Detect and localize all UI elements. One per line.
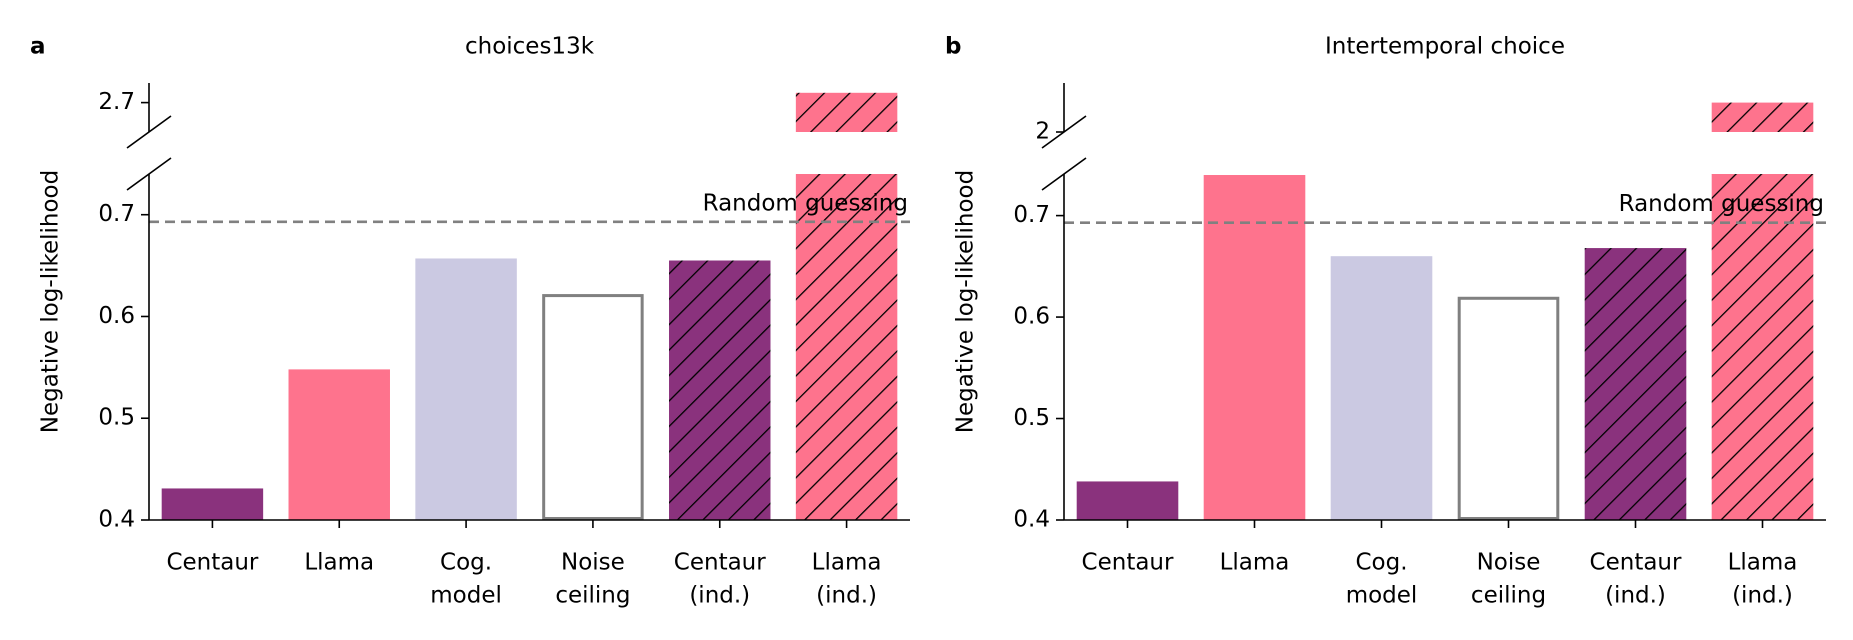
y-tick-label: 0.6 [1013,304,1050,330]
axis-break [126,115,172,149]
y-axis-label: Negative log-likelihood [38,170,64,433]
axis-break [126,157,172,191]
y-tick-label: 0.4 [1013,507,1050,533]
x-tick-label: (ind.) [1732,583,1793,609]
x-tick-label: (ind.) [816,583,877,609]
y-tick-label: 0.5 [1013,405,1050,431]
chart-title: choices13k [465,34,595,60]
x-tick-label: Cog. [1355,550,1407,576]
bar-upper-part [795,92,898,132]
x-tick-label: Centaur [1590,550,1682,576]
panel-label: a [30,34,46,60]
bar [1330,256,1433,520]
y-tick-label: 0.7 [1013,202,1050,228]
bar [1584,248,1687,521]
bar [288,369,390,520]
x-tick-label: Cog. [440,550,492,576]
x-tick-label: ceiling [555,583,630,609]
y-tick-label: 2 [1035,119,1050,145]
x-tick-label: Noise [561,550,625,576]
x-tick-label: Llama [1728,550,1798,576]
bar [415,258,517,520]
panel-label: b [945,34,961,60]
x-tick-label: Llama [1220,550,1290,576]
bar [1076,481,1179,520]
y-tick-label: 0.4 [98,507,135,533]
x-tick-label: Centaur [166,550,258,576]
bar-lower-part [795,174,898,520]
x-tick-label: (ind.) [1605,583,1666,609]
x-tick-label: Llama [812,550,882,576]
bar [1457,296,1560,520]
x-tick-label: model [1346,583,1418,609]
x-tick-label: (ind.) [689,583,750,609]
y-tick-label: 0.5 [98,405,135,431]
y-axis-label: Negative log-likelihood [953,170,979,433]
x-tick-label: Llama [304,550,374,576]
x-tick-label: Centaur [674,550,766,576]
bar [161,488,264,520]
axis-break [1041,157,1087,191]
reference-label: Random guessing [1619,191,1824,217]
y-tick-label: 2.7 [98,89,135,115]
bar-lower-part [1711,174,1814,520]
bar [669,260,771,520]
x-tick-label: Noise [1477,550,1541,576]
x-tick-label: model [430,583,502,609]
y-tick-label: 0.6 [98,303,135,329]
bar-upper-part [1711,102,1814,132]
x-tick-label: Centaur [1082,550,1174,576]
x-tick-label: ceiling [1471,583,1546,609]
bar [1203,175,1306,521]
chart-title: Intertemporal choice [1325,34,1565,60]
reference-label: Random guessing [703,190,908,216]
y-tick-label: 0.7 [98,201,135,227]
bar [542,294,644,521]
